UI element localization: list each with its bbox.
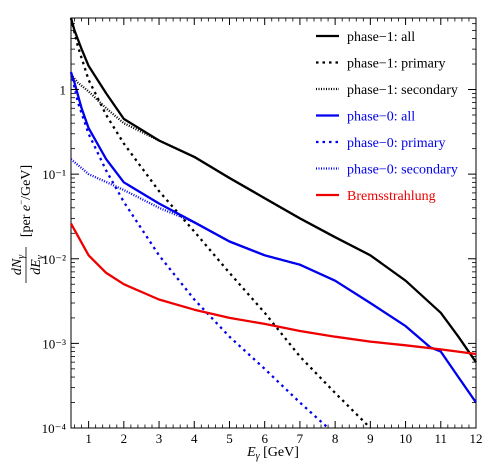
legend-label: Bremsstrahlung: [347, 189, 436, 204]
x-tick-label: 12: [470, 431, 483, 446]
series-layer: [69, 17, 477, 429]
plot-area: [70, 17, 477, 429]
svg-text:[per e−/GeV]: [per e−/GeV]: [16, 165, 34, 237]
svg-text:dNγ: dNγ: [10, 254, 27, 275]
legend: phase−1: all phase−1: primary phase−1: sec…: [316, 30, 458, 204]
series-line-2: [69, 17, 372, 429]
series-line-1: [69, 17, 477, 363]
x-tick-label: 1: [85, 431, 92, 446]
x-axis-label: Eγ [GeV]: [246, 445, 299, 462]
legend-label: phase−1: secondary: [347, 83, 458, 98]
x-tick-label: 5: [226, 431, 233, 446]
y-tick-label: 1: [60, 83, 67, 98]
series-line-5: [69, 71, 329, 429]
x-tick-label: 11: [435, 431, 448, 446]
x-ticks: 1 2 3 4 5 6 7 8 9 10 11 12: [74, 18, 483, 446]
x-tick-label: 8: [332, 431, 339, 446]
y-tick-label: 10⁻⁴: [42, 421, 67, 436]
legend-label: phase−1: primary: [347, 57, 445, 72]
x-tick-label: 3: [156, 431, 163, 446]
y-tick-label: 10⁻³: [42, 336, 66, 351]
x-tick-label: 4: [191, 431, 198, 446]
x-tick-label: 2: [121, 431, 128, 446]
legend-label: phase−0: primary: [347, 136, 445, 151]
series-line-6: [70, 158, 301, 266]
y-axis-label: dNγ dEγ [per e−/GeV]: [10, 165, 46, 283]
legend-label: phase−1: all: [347, 30, 415, 45]
y-ticks: 10⁻⁴ 10⁻³ 10⁻² 10⁻¹ 1: [42, 17, 476, 436]
y-tick-label: 10⁻¹: [42, 167, 66, 182]
legend-label: phase−0: secondary: [347, 163, 458, 178]
y-tick-label: 10⁻²: [42, 252, 66, 267]
svg-text:dEγ: dEγ: [29, 254, 46, 275]
legend-label: phase−0: all: [347, 110, 415, 125]
series-line-3: [70, 73, 336, 239]
x-tick-label: 10: [399, 431, 412, 446]
series-line-7: [69, 223, 477, 356]
x-tick-label: 6: [261, 431, 268, 446]
x-tick-label: 7: [297, 431, 304, 446]
x-tick-label: 9: [367, 431, 374, 446]
